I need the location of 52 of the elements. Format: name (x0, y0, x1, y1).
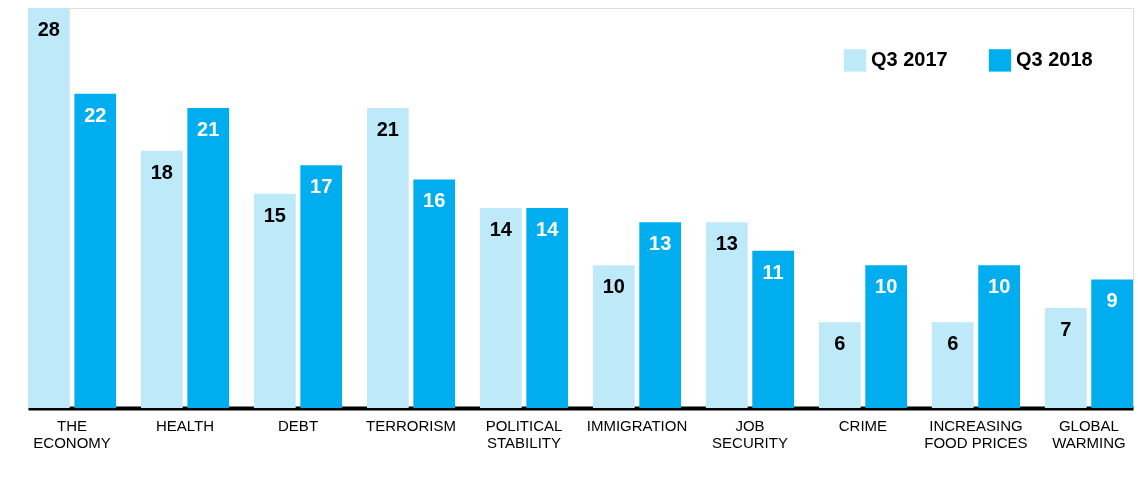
bar (1091, 279, 1133, 408)
data-label: 14 (489, 218, 513, 240)
x-tick-label: JOB SECURITY (712, 416, 788, 451)
data-label: 13 (715, 232, 738, 255)
data-label: 21 (376, 118, 399, 140)
data-label: 9 (1106, 289, 1118, 312)
bar (479, 208, 522, 408)
data-label: 10 (875, 275, 898, 298)
legend-label: Q3 2017 (871, 48, 948, 71)
data-label: 10 (602, 275, 625, 298)
bar (592, 265, 635, 408)
x-tick-label: INCREASING FOOD PRICES (924, 416, 1028, 451)
data-label: 6 (834, 332, 846, 355)
bar (74, 93, 117, 408)
bar (1044, 308, 1087, 408)
data-label: 16 (423, 189, 446, 212)
bar (818, 322, 861, 408)
data-label: 22 (84, 103, 107, 126)
bar (28, 8, 70, 408)
data-label: 13 (649, 232, 672, 255)
data-label: 17 (310, 175, 333, 198)
bar (752, 250, 795, 408)
bar (413, 179, 456, 408)
data-label: 11 (762, 260, 784, 283)
x-tick-label: DEBT (278, 416, 319, 434)
data-label: 15 (263, 203, 286, 226)
bar (705, 222, 748, 408)
bar (366, 108, 409, 408)
data-label: 10 (988, 275, 1011, 298)
legend-label: Q3 2018 (1016, 48, 1093, 71)
data-label: 14 (536, 218, 560, 240)
data-label: 6 (947, 332, 959, 355)
data-label: 7 (1060, 318, 1072, 340)
data-label: 18 (150, 160, 173, 183)
bar (978, 265, 1021, 408)
bar (140, 150, 183, 408)
bar (865, 265, 908, 408)
x-tick-label: CRIME (838, 416, 888, 434)
bar (526, 208, 569, 408)
x-tick-label: IMMIGRATION (586, 416, 688, 434)
data-label: 21 (197, 118, 220, 140)
bar (253, 193, 296, 408)
data-label: 28 (37, 18, 60, 40)
bar (931, 322, 974, 408)
x-tick-label: POLITICAL STABILITY (485, 416, 563, 451)
x-tick-label: THE ECONOMY (33, 416, 111, 451)
x-tick-label: HEALTH (156, 416, 215, 434)
bar (187, 108, 230, 408)
bar (639, 222, 682, 408)
x-tick-label: GLOBAL WARMING (1052, 416, 1126, 451)
x-tick-label: TERRORISM (366, 416, 457, 434)
bar (300, 165, 343, 408)
